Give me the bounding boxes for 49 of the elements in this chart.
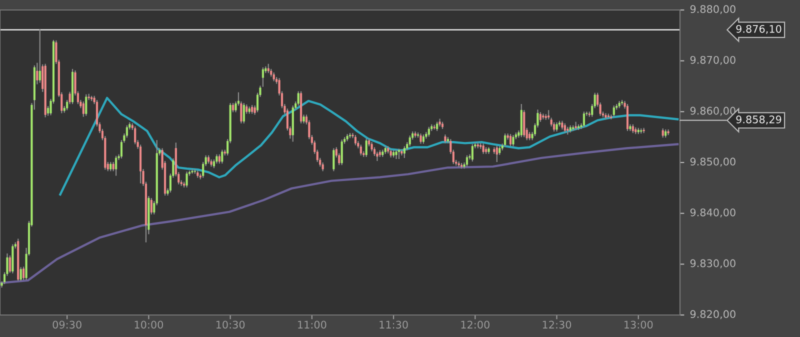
line-series xyxy=(59,96,679,196)
x-tick-label: 09:30 xyxy=(52,320,82,329)
candlestick xyxy=(20,267,22,281)
candlestick xyxy=(466,155,468,167)
annotation: 9.858,29 xyxy=(736,116,782,124)
x-tick-label: 10:00 xyxy=(134,320,164,329)
candlestick xyxy=(626,104,629,132)
x-tick-label: 11:00 xyxy=(298,320,326,329)
x-tick-label: 12:30 xyxy=(542,320,572,329)
candlestick xyxy=(221,150,224,164)
x-tick-label: 10:30 xyxy=(216,320,245,329)
candlestick xyxy=(115,156,118,176)
candlestick xyxy=(186,172,188,188)
y-tick-label: 9.870,00 xyxy=(690,56,736,65)
candlestick xyxy=(150,198,152,214)
candlestick xyxy=(420,133,422,144)
candlestick xyxy=(512,135,514,146)
candlestick xyxy=(400,149,403,156)
x-tick-label: 13:00 xyxy=(624,320,653,329)
candlestick xyxy=(408,136,411,146)
y-tick-label: 9.830,00 xyxy=(690,259,736,268)
candlestick xyxy=(604,113,607,120)
y-tick-label: 9.840,00 xyxy=(690,208,736,218)
candlestick xyxy=(398,148,400,159)
candlestick xyxy=(332,148,335,172)
candlestick xyxy=(582,112,585,128)
candlestick xyxy=(612,106,615,117)
candlestick xyxy=(482,144,484,154)
y-tick-label: 9.850,00 xyxy=(690,158,736,167)
ref-line-label: 9.876,10 xyxy=(736,24,782,34)
y-tick-label: 9.820,00 xyxy=(690,310,736,320)
candlestick xyxy=(365,138,368,157)
candlestick xyxy=(496,146,498,162)
candlestick xyxy=(354,135,356,146)
candlestick xyxy=(403,146,406,158)
x-tick-label: 11:30 xyxy=(380,320,408,329)
candlestick xyxy=(504,133,506,147)
candlestick xyxy=(340,140,343,166)
y-tick-label: 9.880,00 xyxy=(690,5,736,14)
x-tick-label: 12:00 xyxy=(461,320,490,329)
candlestick xyxy=(242,102,245,124)
candlestick xyxy=(510,134,512,146)
candlestick xyxy=(667,129,670,136)
candlestick xyxy=(360,144,362,156)
candlestick xyxy=(395,150,398,159)
candlestick xyxy=(85,94,88,116)
candlestick xyxy=(471,144,474,162)
line-series xyxy=(0,143,679,284)
y-tick-label: 9.860,00 xyxy=(690,106,736,116)
